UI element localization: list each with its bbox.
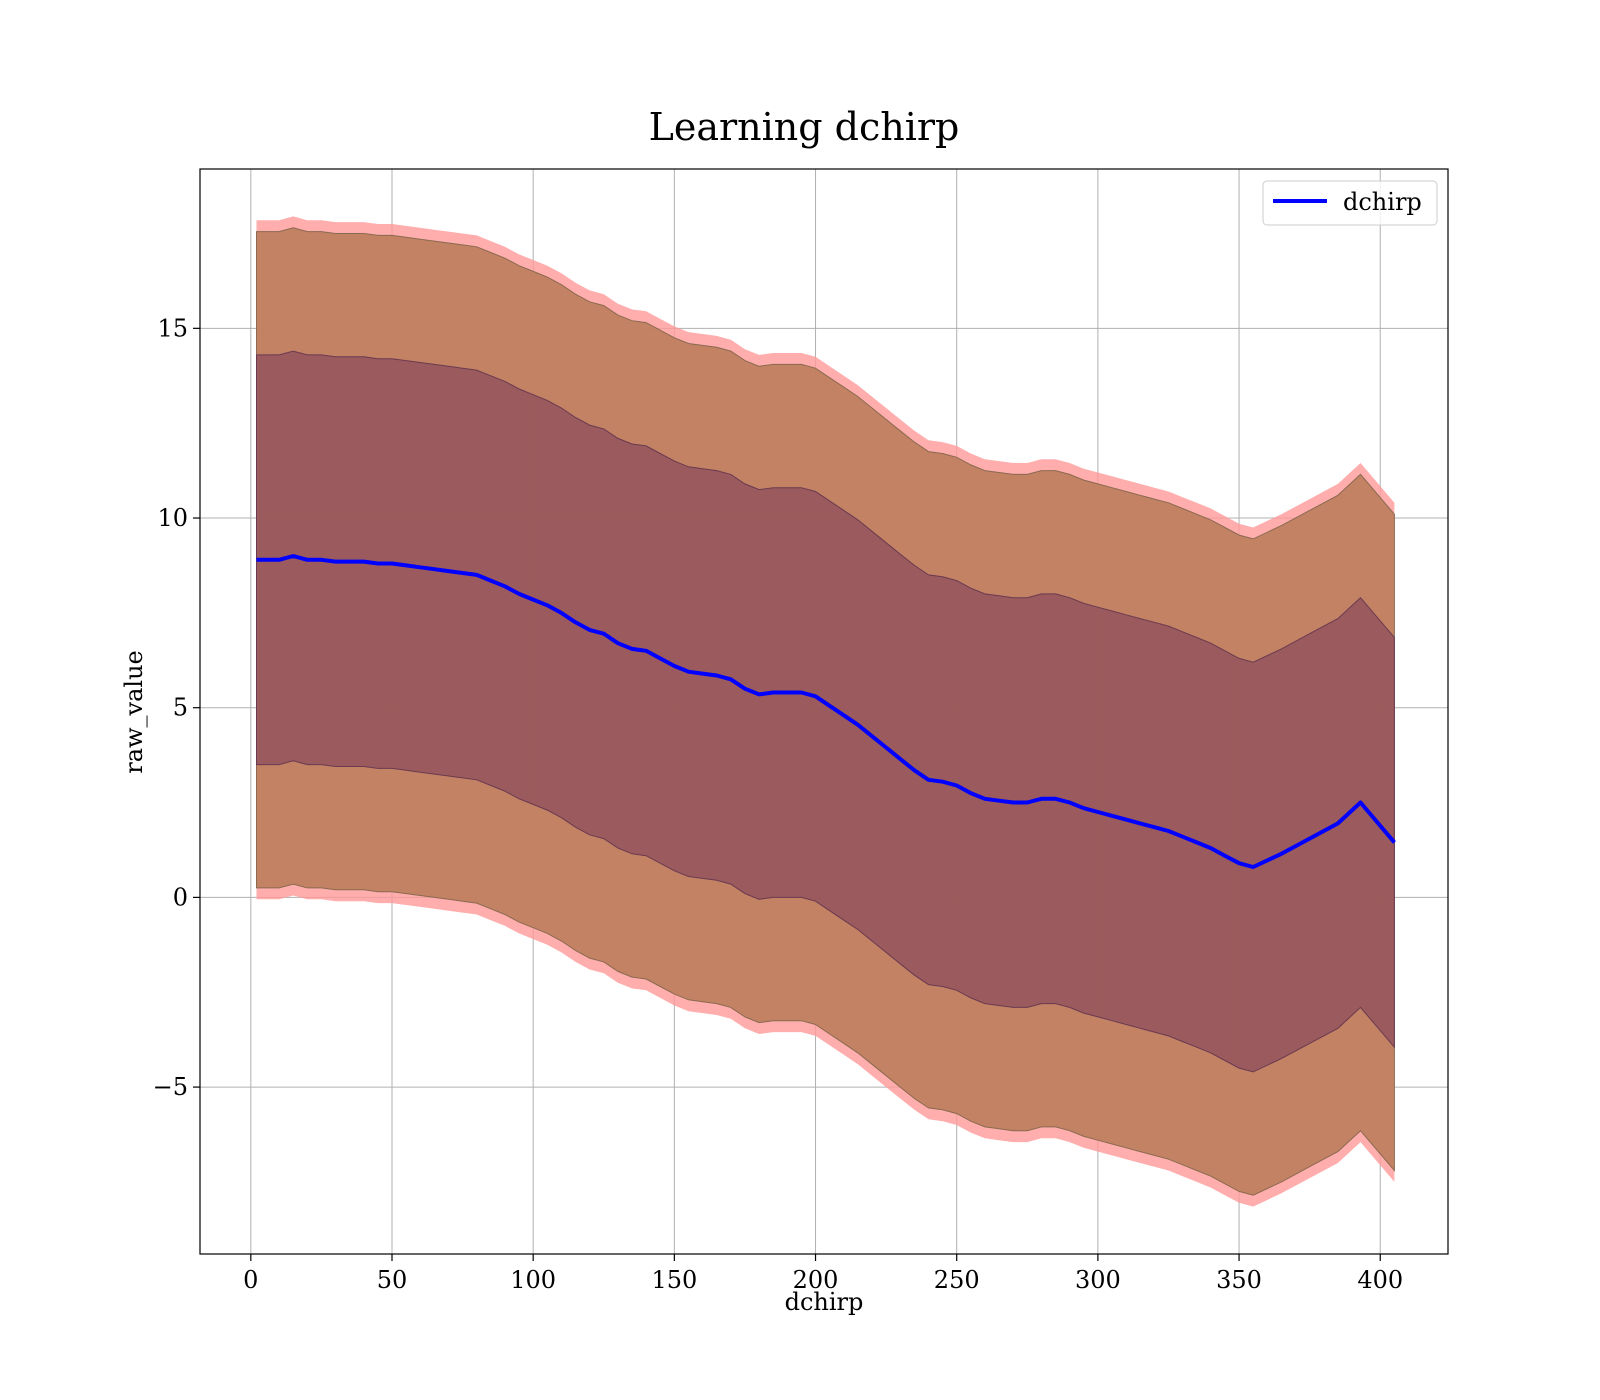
series-line-dchirp [256, 554, 1396, 869]
x-tick-label: 400 [1357, 1266, 1403, 1294]
x-tick-label: 300 [1075, 1266, 1121, 1294]
chart-title: Learning dchirp [649, 105, 960, 149]
y-tick-label: −5 [153, 1073, 188, 1101]
x-tick-label: 350 [1216, 1266, 1262, 1294]
x-axis-label: dchirp [785, 1288, 864, 1316]
y-tick-label: 5 [173, 694, 188, 722]
x-tick-label: 0 [243, 1266, 258, 1294]
legend-label-dchirp: dchirp [1343, 188, 1422, 216]
y-tick-label: 0 [173, 883, 188, 911]
legend: dchirp [1262, 180, 1438, 226]
y-tick-label: 15 [157, 314, 188, 342]
x-tick-label: 250 [934, 1266, 980, 1294]
x-tick-label: 200 [793, 1266, 839, 1294]
plot-area [199, 168, 1449, 1255]
y-axis: −5 0 5 10 15 [153, 314, 200, 1101]
x-axis: 0 50 100 150 200 250 300 350 400 [243, 1254, 1403, 1294]
band-inner [256, 350, 1395, 1073]
series-lines [256, 554, 1396, 869]
y-tick-label: 10 [157, 504, 188, 532]
x-tick-label: 50 [377, 1266, 408, 1294]
y-axis-label: raw_value [120, 650, 148, 774]
x-tick-label: 150 [651, 1266, 697, 1294]
uncertainty-bands [256, 216, 1395, 1207]
x-tick-label: 100 [510, 1266, 556, 1294]
plot-frame [199, 168, 1449, 1255]
legend-box [1262, 180, 1438, 226]
